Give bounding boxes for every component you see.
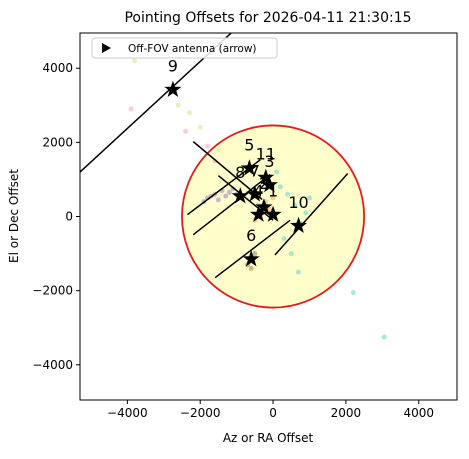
scatter-point — [204, 143, 210, 149]
antenna-label: 3 — [264, 152, 274, 171]
scatter-point — [288, 251, 294, 257]
antenna-marker — [264, 205, 282, 222]
antenna-marker — [249, 205, 267, 222]
scatter-point — [248, 265, 254, 271]
legend-label: Off-FOV antenna (arrow) — [128, 43, 257, 55]
y-tick-label: −2000 — [32, 284, 73, 298]
antenna-label: 6 — [246, 226, 256, 245]
antenna-marker — [255, 198, 273, 215]
scatter-point — [281, 236, 287, 242]
antenna-marker — [257, 168, 275, 185]
scatter-point — [223, 193, 229, 199]
antenna-label: 5 — [244, 135, 254, 154]
scatter-point — [226, 189, 232, 195]
antenna-marker — [242, 250, 260, 267]
y-tick-label: 4000 — [42, 61, 73, 75]
scatter-point — [212, 158, 218, 164]
x-tick-label: 4000 — [403, 406, 434, 420]
scatter-point — [381, 334, 387, 340]
x-tick-label: −4000 — [107, 406, 148, 420]
scatter-point — [270, 195, 276, 201]
scatter-point — [132, 58, 138, 64]
x-tick-label: 2000 — [331, 406, 362, 420]
antenna-marker — [240, 159, 258, 176]
antenna-marker — [260, 176, 278, 193]
antenna-marker — [231, 187, 249, 204]
antenna-label: 9 — [168, 57, 178, 76]
antenna-marker — [246, 185, 264, 202]
scatter-point — [197, 125, 203, 131]
x-tick-label: −2000 — [180, 406, 221, 420]
scatter-point — [215, 147, 221, 153]
scatter-point — [215, 197, 221, 203]
legend-box — [91, 37, 278, 59]
antenna-label: 4 — [253, 182, 263, 201]
scatter-point — [292, 202, 298, 208]
scatter-point — [183, 128, 189, 134]
scatter-point — [296, 269, 302, 275]
scatter-point — [303, 210, 309, 216]
y-tick-label: 0 — [65, 210, 73, 224]
scatter-point — [274, 169, 280, 175]
scatter-point — [350, 289, 356, 295]
x-axis-label: Az or RA Offset — [223, 431, 314, 445]
antenna-line — [274, 172, 349, 256]
antenna-label: 10 — [288, 193, 308, 212]
scatter-point — [277, 184, 283, 190]
y-tick-label: −4000 — [32, 358, 73, 372]
antenna-line — [192, 174, 271, 236]
x-tick-label: 0 — [269, 406, 277, 420]
scatter-point — [128, 106, 134, 112]
scatter-point — [266, 206, 272, 212]
plot-area — [80, 33, 387, 340]
antenna-marker — [164, 80, 182, 97]
scatter-point — [175, 102, 181, 108]
antenna-line — [214, 219, 291, 279]
antenna-marker — [290, 216, 308, 233]
antenna-label: 8 — [235, 163, 245, 182]
scatter-point — [306, 195, 312, 201]
y-axis-label: El or Dec Offset — [7, 169, 21, 263]
y-tick-label: 2000 — [42, 135, 73, 149]
legend-marker — [102, 43, 111, 53]
scatter-point — [186, 110, 192, 116]
antenna-label: 7 — [250, 161, 260, 180]
antenna-label: 1 — [268, 182, 278, 201]
antenna-label: 11 — [256, 145, 276, 164]
scatter-point — [252, 251, 258, 257]
scatter-point — [285, 191, 291, 197]
chart-title: Pointing Offsets for 2026-04-11 21:30:15 — [124, 10, 411, 26]
antenna-label: 2 — [259, 174, 269, 193]
